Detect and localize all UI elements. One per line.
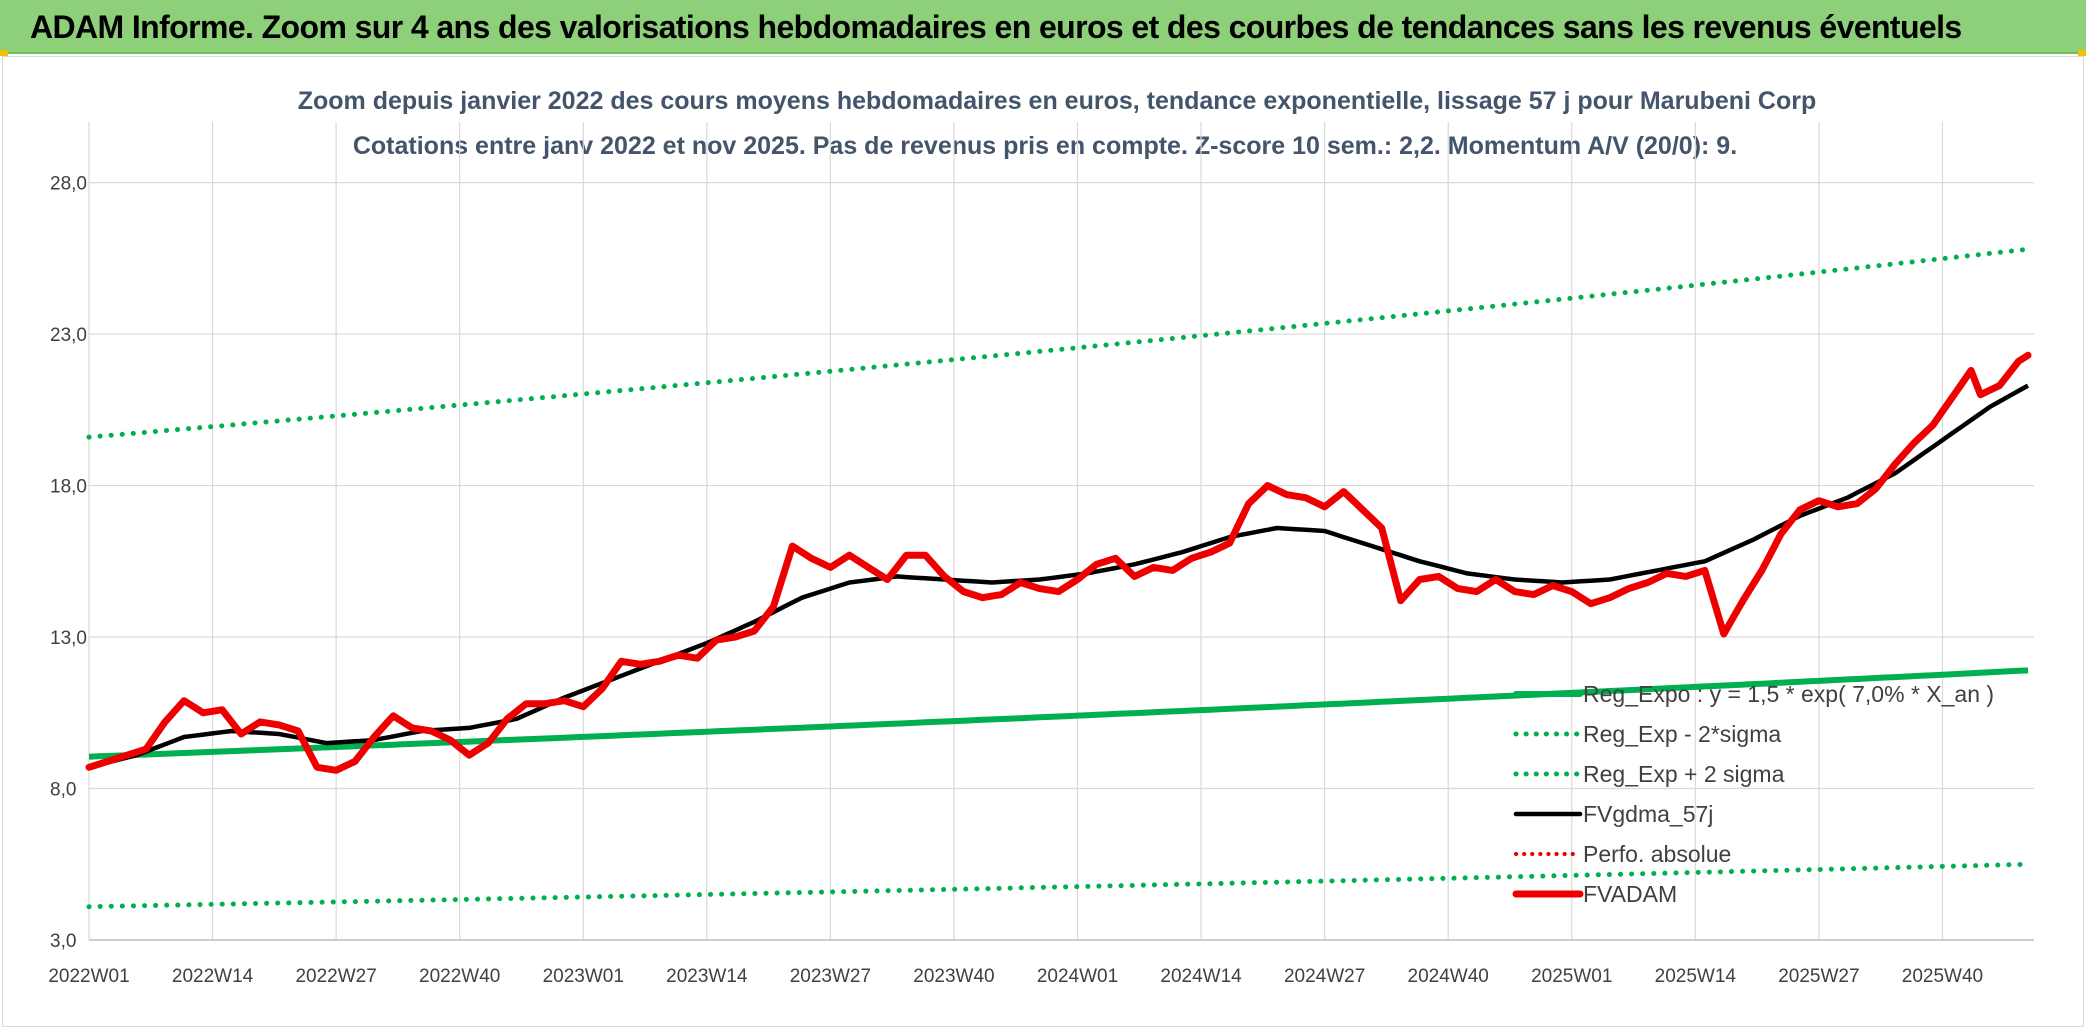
series-fvgdma-57j [88, 383, 2030, 770]
x-tick-label: 2022W14 [172, 966, 254, 987]
banner-corner-left [0, 50, 8, 56]
series-reg-minus-2sigma [86, 861, 2031, 910]
x-tick-label: 2022W40 [419, 966, 500, 987]
chart-subtitle: Cotations entre janv 2022 et nov 2025. P… [353, 132, 1737, 160]
x-tick-label: 2023W01 [543, 966, 624, 987]
x-tick-label: 2024W27 [1284, 966, 1365, 987]
y-tick-label: 28,0 [50, 174, 87, 195]
legend-item-reg-plus-label: Reg_Exp + 2 sigma [1583, 761, 1785, 787]
x-tick-label: 2023W40 [913, 966, 994, 987]
x-tick-label: 2023W27 [790, 966, 871, 987]
banner-corner-right [2078, 50, 2086, 56]
x-tick-label: 2023W14 [666, 966, 748, 987]
y-tick-label: 8,0 [50, 780, 76, 801]
legend: Reg_Expo : y = 1,5 * exp( 7,0% * X_an ) R… [1512, 681, 1994, 907]
x-tick-label: 2025W14 [1655, 966, 1737, 987]
y-tick-label: 3,0 [50, 931, 76, 952]
banner-title: ADAM Informe. Zoom sur 4 ans des valoris… [30, 9, 1962, 45]
x-tick-label: 2024W14 [1160, 966, 1242, 987]
series-reg-plus-2sigma [86, 246, 2031, 440]
legend-item-reg-minus-label: Reg_Exp - 2*sigma [1583, 721, 1781, 747]
x-tick-label: 2025W40 [1902, 966, 1983, 987]
x-tick-label: 2024W40 [1408, 966, 1489, 987]
legend-item-perfo-label: Perfo. absolue [1583, 841, 1731, 867]
x-tick-label: 2022W01 [48, 966, 129, 987]
grid [88, 122, 2034, 941]
x-tick-label: 2025W01 [1531, 966, 1612, 987]
legend-item-reg-expo-label: Reg_Expo : y = 1,5 * exp( 7,0% * X_an ) [1583, 681, 1994, 707]
x-tick-label: 2025W27 [1778, 966, 1859, 987]
series-fvadam [85, 351, 2032, 774]
y-tick-label: 13,0 [50, 628, 87, 649]
chart-frame [2, 56, 2084, 1027]
x-tick-label: 2024W01 [1037, 966, 1118, 987]
series-reg-expo [88, 667, 2029, 760]
y-tick-label: 18,0 [50, 477, 87, 498]
legend-item-fvadam-label: FVADAM [1583, 881, 1677, 907]
axes: 3,0 8,0 13,0 18,0 23,0 28,0 2022W01 2022W14 2022… [48, 174, 2034, 987]
series-group [85, 246, 2032, 910]
report-banner: ADAM Informe. Zoom sur 4 ans des valoris… [0, 0, 2086, 56]
chart-title: Zoom depuis janvier 2022 des cours moyen… [298, 87, 1817, 115]
x-tick-label: 2022W27 [295, 966, 376, 987]
y-tick-label: 23,0 [50, 325, 87, 346]
legend-item-fvgdma-label: FVgdma_57j [1583, 801, 1713, 827]
